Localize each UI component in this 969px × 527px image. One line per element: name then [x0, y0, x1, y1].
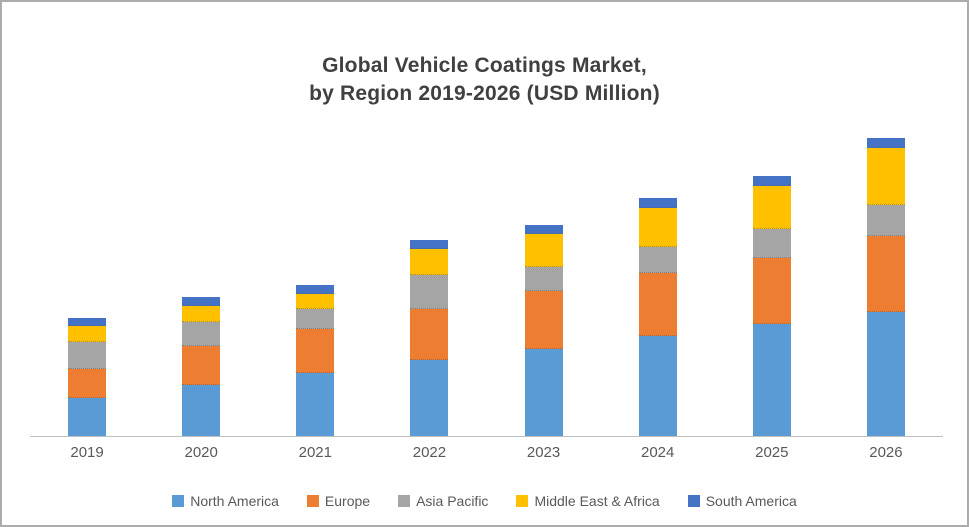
legend-swatch-north-america [172, 495, 185, 507]
chart-title-line1: Global Vehicle Coatings Market, [322, 54, 647, 77]
legend-swatch-middle-east-africa [516, 495, 529, 507]
plot-area [30, 124, 943, 437]
bar-segment-south-america-2022 [410, 240, 449, 249]
bar-segment-asia-pacific-2021 [296, 309, 335, 329]
legend: North America Europe Asia Pacific Middle Ea… [2, 493, 967, 509]
bar-segment-asia-pacific-2023 [524, 267, 563, 291]
bar-segment-north-america-2023 [524, 349, 563, 436]
legend-swatch-europe [306, 495, 319, 507]
bar-segment-north-america-2022 [410, 360, 449, 436]
x-axis-labels: 2019 2020 2021 2022 2023 2024 2025 2026 [30, 444, 943, 461]
bar-slot-2019 [30, 318, 144, 436]
stacked-bar-2023 [524, 225, 563, 436]
legend-label-europe: Europe [324, 493, 371, 509]
legend-swatch-south-america [687, 495, 700, 507]
bar-segment-south-america-2026 [866, 138, 905, 148]
bar-segment-north-america-2021 [296, 373, 335, 436]
chart-title-line2: by Region 2019-2026 (USD Million) [309, 82, 660, 106]
bar-segment-europe-2021 [296, 329, 335, 373]
legend-label-middle-east-africa: Middle East & Africa [534, 493, 660, 509]
x-axis-label-2024: 2024 [641, 444, 675, 461]
bar-segment-europe-2025 [752, 258, 791, 324]
legend-swatch-asia-pacific [398, 495, 411, 507]
legend-item-south-america: South America [687, 493, 797, 509]
x-axis-label-2023: 2023 [526, 444, 561, 461]
bar-segment-middle-east-africa-2026 [866, 148, 905, 205]
legend-item-asia-pacific: Asia Pacific [398, 493, 488, 509]
bar-segment-south-america-2024 [638, 198, 677, 208]
bar-slot-2023 [487, 225, 601, 436]
x-axis-label-2025: 2025 [755, 444, 789, 461]
legend-label-asia-pacific: Asia Pacific [416, 493, 489, 509]
bar-segment-north-america-2024 [638, 336, 677, 436]
legend-item-europe: Europe [306, 493, 371, 509]
bar-segment-middle-east-africa-2024 [638, 208, 677, 247]
legend-label-north-america: North America [190, 493, 279, 509]
bar-segment-asia-pacific-2019 [68, 342, 107, 369]
stacked-bar-2026 [866, 138, 905, 436]
bar-segment-europe-2024 [638, 273, 677, 336]
legend-item-north-america: North America [172, 493, 279, 509]
plot-wrapper: 2019 2020 2021 2022 2023 2024 2025 2026 [30, 124, 943, 461]
bar-slot-2024 [601, 198, 715, 436]
stacked-bar-2024 [638, 198, 677, 436]
bar-segment-south-america-2021 [296, 285, 335, 294]
bar-slot-2022 [372, 240, 486, 436]
bar-segment-middle-east-africa-2025 [752, 186, 791, 229]
bar-segment-south-america-2025 [752, 176, 791, 186]
bar-segment-europe-2019 [68, 369, 107, 398]
bar-segment-middle-east-africa-2023 [524, 234, 563, 267]
bar-slot-2025 [715, 176, 829, 436]
bar-slot-2026 [829, 138, 943, 436]
x-axis-label-2021: 2021 [298, 444, 332, 461]
x-axis-label-2019: 2019 [70, 444, 104, 461]
bar-segment-europe-2023 [524, 291, 563, 349]
bar-segment-south-america-2019 [68, 318, 107, 326]
bar-slot-2021 [258, 285, 372, 436]
bar-segment-asia-pacific-2026 [866, 205, 905, 236]
x-axis-label-2022: 2022 [412, 444, 447, 461]
bar-segment-north-america-2026 [866, 312, 905, 436]
bar-segment-asia-pacific-2024 [638, 247, 677, 273]
x-axis-label-2026: 2026 [869, 444, 903, 461]
legend-label-south-america: South America [705, 493, 797, 509]
bar-segment-europe-2020 [182, 346, 221, 385]
bar-segment-europe-2022 [410, 309, 449, 360]
stacked-bar-2019 [68, 318, 107, 436]
bar-segment-asia-pacific-2022 [410, 275, 449, 309]
bar-segment-middle-east-africa-2020 [182, 306, 221, 322]
bar-segment-middle-east-africa-2019 [68, 326, 107, 342]
bar-segment-south-america-2023 [524, 225, 563, 234]
stacked-bar-2021 [296, 285, 335, 436]
bar-segment-south-america-2020 [182, 297, 221, 306]
bar-segment-north-america-2019 [68, 398, 107, 436]
bar-segment-north-america-2025 [752, 324, 791, 436]
stacked-bar-2025 [752, 176, 791, 436]
bar-segment-asia-pacific-2020 [182, 322, 221, 346]
bar-segment-north-america-2020 [182, 385, 221, 436]
stacked-bar-2022 [410, 240, 449, 436]
bar-slot-2020 [144, 297, 258, 436]
bar-segment-asia-pacific-2025 [752, 229, 791, 258]
legend-item-middle-east-africa: Middle East & Africa [516, 493, 660, 509]
bar-segment-europe-2026 [866, 236, 905, 312]
x-axis-label-2020: 2020 [184, 444, 218, 461]
stacked-bar-2020 [182, 297, 221, 436]
bar-segment-middle-east-africa-2022 [410, 249, 449, 275]
bar-segment-middle-east-africa-2021 [296, 294, 335, 309]
chart-title: Global Vehicle Coatings Market, by Regio… [40, 52, 930, 109]
